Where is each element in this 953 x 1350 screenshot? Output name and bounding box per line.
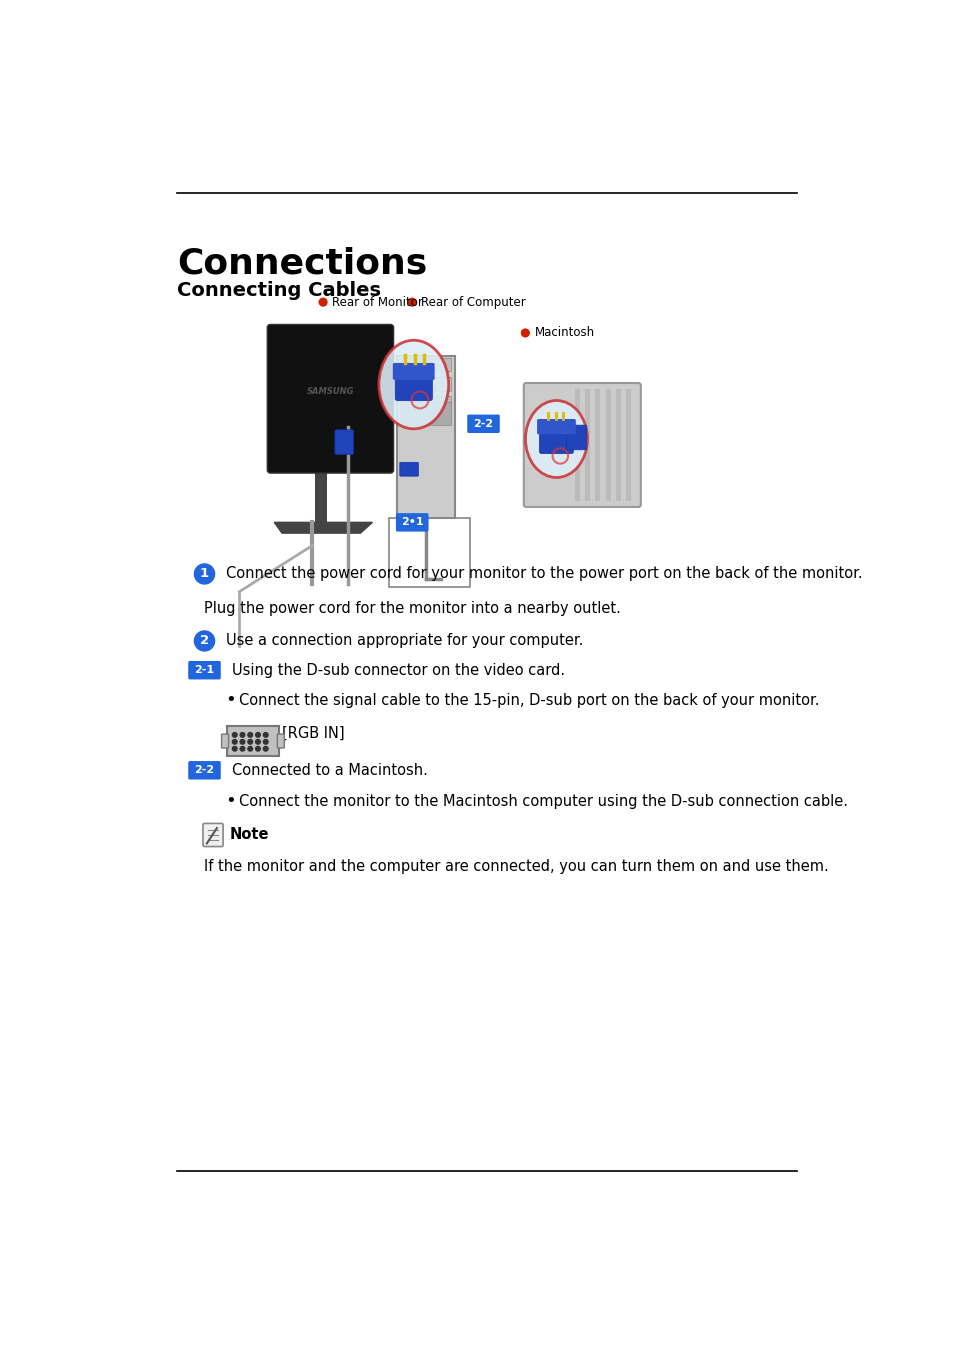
Circle shape [240,740,245,744]
Circle shape [255,747,260,751]
Circle shape [255,733,260,737]
FancyBboxPatch shape [400,396,451,410]
Text: Rear of Monitor: Rear of Monitor [332,296,423,309]
Text: •: • [225,691,236,709]
Text: Rear of Computer: Rear of Computer [421,296,526,309]
Circle shape [248,747,253,751]
Circle shape [408,298,416,306]
Text: 2-2: 2-2 [473,418,493,429]
FancyBboxPatch shape [400,377,451,390]
FancyBboxPatch shape [395,363,432,401]
FancyBboxPatch shape [314,470,327,522]
FancyBboxPatch shape [566,425,586,450]
Circle shape [233,740,236,744]
Circle shape [194,630,214,651]
FancyBboxPatch shape [221,734,229,748]
FancyBboxPatch shape [188,761,220,779]
Text: 2-1: 2-1 [194,666,214,675]
Text: 2-2: 2-2 [194,765,214,775]
Text: Connect the power cord for your monitor to the power port on the back of the mon: Connect the power cord for your monitor … [226,567,862,582]
Circle shape [255,740,260,744]
Text: Connected to a Macintosh.: Connected to a Macintosh. [232,763,427,778]
Polygon shape [274,522,372,533]
Text: 1: 1 [200,567,209,580]
FancyBboxPatch shape [523,383,640,508]
FancyBboxPatch shape [395,513,428,532]
Text: If the monitor and the computer are connected, you can turn them on and use them: If the monitor and the computer are conn… [204,859,828,873]
FancyBboxPatch shape [399,462,418,477]
Circle shape [248,733,253,737]
Circle shape [319,298,327,306]
Text: 2: 2 [200,634,209,648]
FancyBboxPatch shape [400,402,451,425]
FancyBboxPatch shape [393,363,435,379]
Text: Use a connection appropriate for your computer.: Use a connection appropriate for your co… [226,633,583,648]
FancyBboxPatch shape [277,734,284,748]
FancyBboxPatch shape [203,824,223,846]
FancyBboxPatch shape [467,414,499,433]
FancyBboxPatch shape [537,418,576,435]
Text: Plug the power cord for the monitor into a nearby outlet.: Plug the power cord for the monitor into… [204,601,620,616]
Circle shape [240,747,245,751]
Text: Connect the signal cable to the 15-pin, D-sub port on the back of your monitor.: Connect the signal cable to the 15-pin, … [239,693,819,707]
Text: Macintosh: Macintosh [534,327,594,339]
Circle shape [233,733,236,737]
Circle shape [248,740,253,744]
Circle shape [240,733,245,737]
Text: Connections: Connections [177,247,427,281]
Circle shape [263,747,268,751]
Text: [RGB IN]: [RGB IN] [282,726,344,741]
FancyBboxPatch shape [538,420,573,454]
Circle shape [263,740,268,744]
Text: Using the D-sub connector on the video card.: Using the D-sub connector on the video c… [232,663,564,678]
Ellipse shape [525,401,587,478]
FancyBboxPatch shape [188,662,220,679]
Text: 2•1: 2•1 [400,517,423,528]
FancyBboxPatch shape [335,429,354,455]
Circle shape [194,564,214,585]
Text: SAMSUNG: SAMSUNG [306,387,354,396]
FancyBboxPatch shape [227,726,278,756]
Text: Connect the monitor to the Macintosh computer using the D-sub connection cable.: Connect the monitor to the Macintosh com… [239,794,847,809]
Text: Note: Note [230,826,270,841]
Circle shape [263,733,268,737]
Ellipse shape [378,340,448,429]
FancyBboxPatch shape [400,358,451,371]
Circle shape [233,747,236,751]
Circle shape [521,329,529,336]
Text: Connecting Cables: Connecting Cables [177,281,381,300]
FancyBboxPatch shape [267,324,394,472]
FancyBboxPatch shape [396,356,455,518]
Text: •: • [225,792,236,810]
